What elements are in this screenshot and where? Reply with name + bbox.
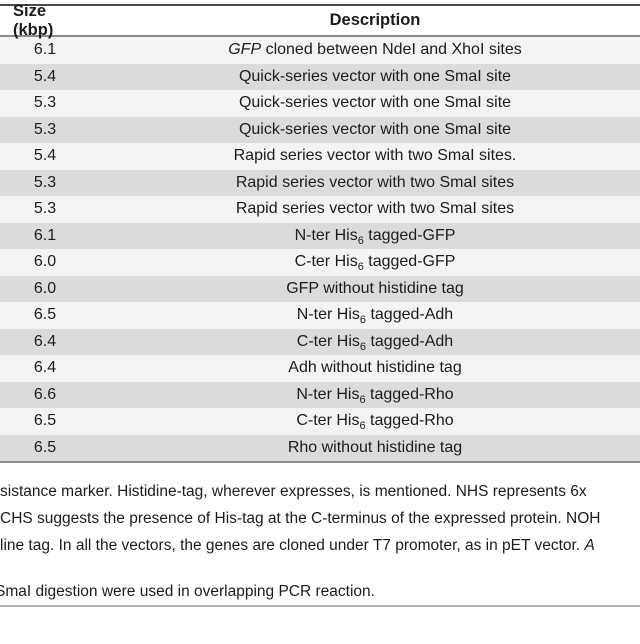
description-cell: N-ter His6 tagged-Adh bbox=[90, 306, 640, 327]
description-cell: Rapid series vector with two SmaI sites. bbox=[90, 147, 640, 165]
text-segment: N-ter His bbox=[296, 306, 360, 324]
text-segment: tagged-Adh bbox=[366, 332, 454, 350]
size-cell: 6.4 bbox=[33, 359, 57, 377]
table-bottom-border bbox=[0, 461, 640, 463]
text-segment: Rapid series vector with two SmaI sites bbox=[235, 200, 515, 218]
subscript-text: 6 bbox=[359, 393, 366, 406]
text-segment: C-ter His bbox=[294, 253, 358, 271]
text-segment: line tag. In all the vectors, the genes … bbox=[0, 537, 585, 554]
table-row: 5.3 Rapid series vector with two SmaI sit… bbox=[0, 196, 640, 223]
italic-text: GFP bbox=[228, 41, 262, 59]
table-row: 6.5 Rho without histidine tag bbox=[0, 434, 640, 461]
description-cell: Quick-series vector with one SmaI site bbox=[90, 94, 640, 112]
text-segment: tagged-Rho bbox=[365, 412, 454, 430]
description-cell: GFP without histidine tag bbox=[90, 280, 640, 298]
text-segment: Quick-series vector with one SmaI site bbox=[238, 67, 512, 85]
text-segment: Rapid series vector with two SmaI sites. bbox=[233, 147, 517, 165]
subscript-text: 6 bbox=[359, 340, 367, 353]
column-header-description: Description bbox=[329, 11, 421, 29]
text-segment: tagged-Adh bbox=[366, 306, 454, 324]
footnote-line: sistance marker. Histidine-tag, wherever… bbox=[0, 478, 640, 505]
paper-table-figure: Size (kbp) Description 6.1 GFP cloned bet… bbox=[0, 2, 640, 607]
size-cell: 6.1 bbox=[33, 41, 57, 59]
table-top-border bbox=[0, 4, 640, 6]
subscript-text: 6 bbox=[359, 420, 366, 433]
table-row: 6.6 N-ter His6 tagged-Rho bbox=[0, 381, 640, 408]
size-cell: 6.0 bbox=[33, 279, 57, 297]
table-row: 6.5 N-ter His6 tagged-Adh bbox=[0, 302, 640, 329]
text-segment: SmaI digestion were used in overlapping … bbox=[0, 583, 375, 600]
text-segment: Rapid series vector with two SmaI sites bbox=[235, 173, 515, 191]
size-cell: 6.5 bbox=[33, 306, 57, 324]
description-cell: Rapid series vector with two SmaI sites bbox=[90, 174, 640, 192]
text-segment: C-ter His bbox=[296, 412, 360, 430]
table-row: 5.3 Quick-series vector with one SmaI sit… bbox=[0, 116, 640, 143]
text-segment: cloned between NdeI and XhoI sites bbox=[261, 41, 522, 59]
table-row: 6.5 C-ter His6 tagged-Rho bbox=[0, 408, 640, 435]
size-cell: 6.6 bbox=[33, 385, 57, 403]
column-header-size: Size (kbp) bbox=[13, 1, 54, 39]
italic-text: A bbox=[584, 537, 595, 554]
table-header-row: Size (kbp) Description bbox=[0, 2, 640, 39]
table-row: 5.3 Rapid series vector with two SmaI sit… bbox=[0, 169, 640, 196]
text-segment: N-ter His bbox=[296, 385, 360, 403]
size-cell: 5.4 bbox=[33, 147, 57, 165]
text-segment: C-ter His bbox=[296, 332, 360, 350]
text-segment: Adh without histidine tag bbox=[288, 359, 462, 377]
size-cell: 5.3 bbox=[33, 120, 57, 138]
description-cell: C-ter His6 tagged-GFP bbox=[90, 253, 640, 274]
size-cell: 5.4 bbox=[33, 67, 57, 85]
description-cell: N-ter His6 tagged-GFP bbox=[90, 226, 640, 247]
footnote-paragraph: SmaI digestion were used in overlapping … bbox=[0, 578, 640, 605]
description-cell: C-ter His6 tagged-Rho bbox=[90, 412, 640, 433]
footnote-line: CHS suggests the presence of His-tag at … bbox=[0, 505, 640, 532]
text-segment: Rho without histidine tag bbox=[287, 438, 463, 456]
table-row: 6.4 C-ter His6 tagged-Adh bbox=[0, 328, 640, 355]
description-cell: GFP cloned between NdeI and XhoI sites bbox=[90, 41, 640, 59]
subscript-text: 6 bbox=[359, 314, 367, 327]
footnote-line: SmaI digestion were used in overlapping … bbox=[0, 578, 640, 605]
footnote-line: line tag. In all the vectors, the genes … bbox=[0, 532, 640, 559]
table-row: 5.3 Quick-series vector with one SmaI sit… bbox=[0, 90, 640, 117]
text-segment: Quick-series vector with one SmaI site bbox=[238, 94, 512, 112]
table-row: 6.1 N-ter His6 tagged-GFP bbox=[0, 222, 640, 249]
text-segment: sistance marker. Histidine-tag, wherever… bbox=[0, 483, 587, 500]
subscript-text: 6 bbox=[357, 234, 364, 247]
table-row: 5.4 Rapid series vector with two SmaI sit… bbox=[0, 143, 640, 170]
table-row: 6.4 Adh without histidine tag bbox=[0, 355, 640, 382]
description-cell: Quick-series vector with one SmaI site bbox=[90, 121, 640, 139]
text-segment: GFP without histidine tag bbox=[286, 279, 464, 297]
footnote-text: sistance marker. Histidine-tag, wherever… bbox=[0, 478, 640, 605]
description-cell: Rapid series vector with two SmaI sites bbox=[90, 200, 640, 218]
text-segment: tagged-GFP bbox=[363, 226, 456, 244]
text-segment: tagged-Rho bbox=[365, 385, 454, 403]
table-body: 6.1 GFP cloned between NdeI and XhoI site… bbox=[0, 37, 640, 461]
table-row: 6.1 GFP cloned between NdeI and XhoI site… bbox=[0, 37, 640, 64]
text-segment: Quick-series vector with one SmaI site bbox=[238, 120, 512, 138]
table-row: 6.0 C-ter His6 tagged-GFP bbox=[0, 249, 640, 276]
text-segment: N-ter His bbox=[294, 226, 358, 244]
header-underline bbox=[0, 35, 640, 37]
text-segment: CHS suggests the presence of His-tag at … bbox=[0, 510, 601, 527]
description-cell: Rho without histidine tag bbox=[90, 439, 640, 457]
text-segment: tagged-GFP bbox=[363, 253, 456, 271]
size-cell: 5.3 bbox=[33, 173, 57, 191]
bottom-rule bbox=[0, 605, 640, 607]
size-cell: 6.5 bbox=[33, 412, 57, 430]
description-cell: Adh without histidine tag bbox=[90, 359, 640, 377]
description-cell: N-ter His6 tagged-Rho bbox=[90, 385, 640, 406]
description-cell: Quick-series vector with one SmaI site bbox=[90, 68, 640, 86]
size-cell: 6.1 bbox=[33, 226, 57, 244]
table-row: 5.4 Quick-series vector with one SmaI sit… bbox=[0, 63, 640, 90]
size-cell: 5.3 bbox=[33, 200, 57, 218]
subscript-text: 6 bbox=[357, 261, 364, 274]
table-row: 6.0 GFP without histidine tag bbox=[0, 275, 640, 302]
size-cell: 6.0 bbox=[33, 253, 57, 271]
size-cell: 5.3 bbox=[33, 94, 57, 112]
size-cell: 6.4 bbox=[33, 332, 57, 350]
description-cell: C-ter His6 tagged-Adh bbox=[90, 332, 640, 353]
footnote-paragraph: sistance marker. Histidine-tag, wherever… bbox=[0, 478, 640, 559]
size-cell: 6.5 bbox=[33, 438, 57, 456]
